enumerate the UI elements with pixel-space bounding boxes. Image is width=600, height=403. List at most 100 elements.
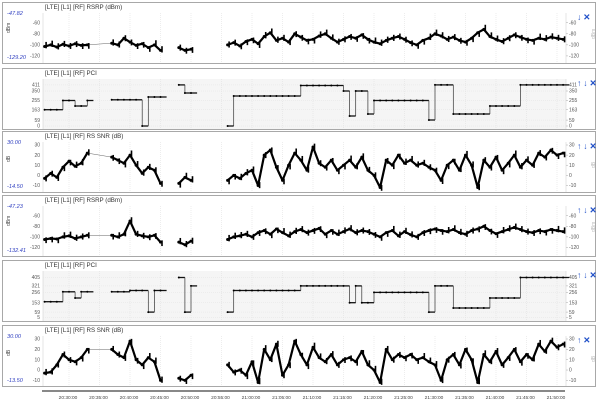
data-point bbox=[555, 229, 559, 233]
data-point bbox=[305, 231, 309, 235]
arrow-down-icon[interactable]: ↓ bbox=[577, 12, 582, 22]
data-point bbox=[122, 356, 126, 360]
data-point bbox=[55, 237, 59, 241]
max-value-label: -47.23 bbox=[7, 204, 23, 210]
arrow-down-icon[interactable]: ↓ bbox=[583, 205, 588, 215]
data-point bbox=[335, 168, 339, 172]
data-point bbox=[226, 363, 230, 367]
arrow-up-icon[interactable]: ↑ bbox=[577, 335, 582, 345]
data-point bbox=[293, 230, 297, 234]
data-point bbox=[519, 83, 522, 86]
data-point bbox=[506, 356, 510, 360]
y-tick-label-right: -120 bbox=[569, 245, 579, 251]
data-point bbox=[317, 356, 321, 360]
arrow-down-icon[interactable]: ↓ bbox=[583, 78, 588, 88]
close-icon[interactable]: ✕ bbox=[589, 78, 597, 88]
x-tick-label: 21:35:00 bbox=[455, 396, 474, 401]
data-point bbox=[543, 83, 546, 86]
data-point bbox=[324, 84, 327, 87]
data-point bbox=[257, 289, 260, 292]
y-tick-label-left: 10 bbox=[34, 163, 40, 169]
data-point bbox=[43, 300, 46, 303]
data-point bbox=[549, 339, 553, 343]
y-tick-label-left: 255 bbox=[32, 98, 41, 104]
y-axis-unit: dB bbox=[6, 349, 12, 356]
arrow-up-icon[interactable]: ↑ bbox=[577, 141, 582, 151]
series-line bbox=[226, 145, 564, 189]
panel-title: [LTE] [L1] [RF] PCI bbox=[45, 262, 97, 269]
data-point bbox=[61, 353, 65, 357]
data-point bbox=[457, 231, 461, 235]
data-point bbox=[360, 229, 364, 233]
data-point bbox=[561, 342, 565, 346]
data-point bbox=[299, 284, 302, 287]
data-point bbox=[293, 339, 297, 343]
arrow-down-icon[interactable]: ↓ bbox=[583, 270, 588, 280]
data-point bbox=[396, 153, 400, 157]
close-icon[interactable]: ✕ bbox=[589, 205, 597, 215]
data-point bbox=[403, 291, 406, 294]
data-point bbox=[110, 347, 114, 351]
y-tick-label-left: -60 bbox=[33, 213, 40, 219]
close-icon[interactable]: ✕ bbox=[583, 335, 591, 345]
y-tick-label-right: -80 bbox=[569, 224, 576, 230]
data-point bbox=[189, 178, 193, 182]
data-point bbox=[146, 356, 150, 360]
x-tick-label: 20:45:00 bbox=[150, 396, 169, 401]
data-point bbox=[494, 37, 498, 41]
data-point bbox=[403, 356, 406, 360]
data-point bbox=[311, 345, 315, 349]
close-icon[interactable]: ✕ bbox=[589, 141, 597, 151]
data-point bbox=[49, 370, 53, 374]
data-point bbox=[518, 165, 522, 169]
data-point bbox=[427, 229, 431, 233]
x-tick-label: 21:50:00 bbox=[546, 396, 566, 401]
close-icon[interactable]: ✕ bbox=[583, 12, 591, 22]
y-tick-label-right: -60 bbox=[569, 213, 576, 219]
y-tick-label-right: 255 bbox=[569, 98, 578, 104]
arrow-up-icon[interactable]: ↑ bbox=[577, 205, 582, 215]
y-tick-label-left: 0 bbox=[37, 368, 40, 374]
y-tick-label-right: -80 bbox=[569, 31, 576, 37]
data-point bbox=[146, 165, 150, 169]
data-point bbox=[68, 99, 70, 102]
data-point bbox=[537, 83, 540, 86]
data-point bbox=[488, 165, 492, 169]
min-value-label: -14.50 bbox=[7, 184, 23, 190]
data-point bbox=[226, 311, 229, 314]
close-icon[interactable]: ✕ bbox=[589, 270, 597, 280]
data-point bbox=[457, 168, 461, 172]
data-point bbox=[146, 46, 150, 50]
x-tick-label: 20:35:00 bbox=[89, 396, 108, 401]
arrow-down-icon[interactable]: ↓ bbox=[583, 141, 588, 151]
data-point bbox=[561, 230, 565, 234]
data-point bbox=[531, 276, 534, 279]
data-point bbox=[299, 353, 303, 357]
data-point bbox=[531, 231, 535, 235]
data-point bbox=[549, 35, 553, 39]
y-tick-label-right: 10 bbox=[569, 357, 575, 363]
data-point bbox=[403, 37, 406, 41]
data-point bbox=[177, 376, 181, 380]
data-point bbox=[336, 284, 339, 287]
data-point bbox=[501, 297, 504, 299]
data-point bbox=[549, 83, 552, 86]
data-point bbox=[433, 363, 437, 367]
data-point bbox=[488, 229, 492, 233]
y-tick-label-left: 10 bbox=[34, 357, 40, 363]
y-tick-label-left: 20 bbox=[34, 347, 40, 353]
data-point bbox=[439, 378, 443, 382]
data-point bbox=[152, 168, 156, 172]
data-point bbox=[525, 276, 528, 279]
arrow-up-icon[interactable]: ↑ bbox=[577, 270, 582, 280]
data-point bbox=[396, 234, 400, 238]
y-tick-label-left: -10 bbox=[33, 378, 40, 384]
data-point bbox=[543, 230, 547, 234]
y-tick-label-right: 30 bbox=[569, 143, 575, 149]
data-point bbox=[500, 230, 504, 234]
arrow-up-icon[interactable]: ↑ bbox=[577, 78, 582, 88]
y-tick-label-left: 321 bbox=[32, 284, 41, 290]
data-point bbox=[159, 378, 162, 382]
data-point bbox=[452, 113, 455, 115]
data-point bbox=[445, 230, 449, 234]
